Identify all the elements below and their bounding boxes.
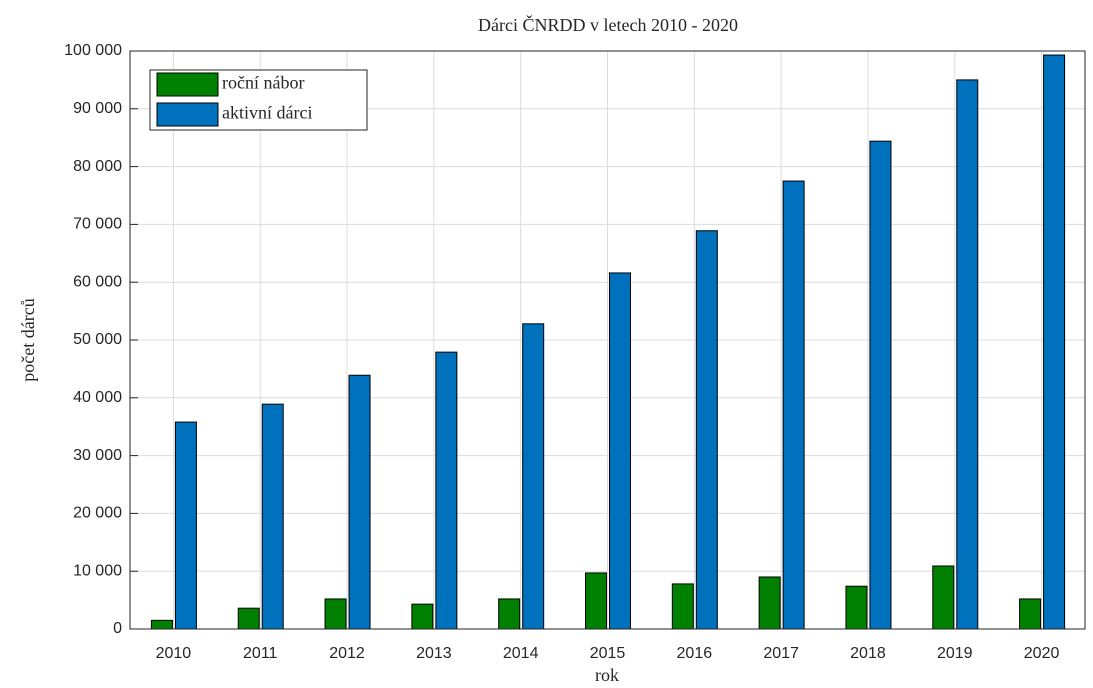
x-tick-label: 2013	[416, 645, 452, 662]
bar	[1019, 598, 1042, 630]
y-tick-label: 90 000	[73, 100, 122, 117]
bar	[1043, 54, 1066, 630]
y-tick-label: 60 000	[73, 273, 122, 290]
bar	[237, 607, 260, 630]
x-tick-label: 2010	[156, 645, 192, 662]
x-tick-label: 2016	[677, 645, 713, 662]
chart-title: Dárci ČNRDD v letech 2010 - 2020	[478, 14, 738, 35]
bar	[150, 619, 173, 630]
bar	[585, 572, 607, 630]
plot-frame	[129, 50, 1086, 630]
bar	[845, 585, 868, 630]
legend-label: roční nábor	[222, 73, 304, 93]
bar	[869, 140, 892, 630]
bar	[758, 576, 781, 630]
x-tick-label: 2020	[1024, 645, 1060, 662]
bar	[435, 351, 458, 630]
x-axis-label: rok	[595, 665, 619, 685]
bar	[324, 598, 347, 630]
bar	[498, 598, 521, 630]
bar	[695, 230, 718, 630]
x-tick-label: 2014	[503, 645, 539, 662]
y-axis-label: počet dárců	[18, 298, 38, 381]
bar	[782, 180, 805, 630]
legend-swatch	[156, 72, 219, 97]
x-tick-label: 2011	[243, 645, 278, 662]
bar	[956, 79, 979, 630]
bar	[522, 323, 545, 630]
x-tick-label: 2015	[590, 645, 626, 662]
y-tick-label: 0	[113, 620, 122, 637]
bar	[261, 403, 284, 630]
y-tick-label: 80 000	[73, 158, 122, 175]
bar	[609, 272, 631, 630]
y-tick-label: 30 000	[73, 447, 122, 464]
y-tick-label: 70 000	[73, 216, 122, 233]
x-tick-label: 2012	[329, 645, 365, 662]
bar	[932, 565, 955, 630]
bar	[348, 374, 371, 630]
legend-label: aktivní dárci	[222, 103, 312, 123]
x-tick-label: 2018	[850, 645, 886, 662]
y-tick-label: 20 000	[73, 505, 122, 522]
y-tick-label: 10 000	[73, 562, 122, 579]
y-tick-label: 40 000	[73, 389, 122, 406]
y-tick-label: 50 000	[73, 331, 122, 348]
bar	[174, 421, 197, 630]
legend-swatch	[156, 102, 219, 127]
bar	[671, 583, 694, 630]
x-tick-label: 2017	[763, 645, 799, 662]
bar	[411, 603, 434, 630]
y-tick-label: 100 000	[64, 42, 122, 59]
x-tick-label: 2019	[937, 645, 973, 662]
